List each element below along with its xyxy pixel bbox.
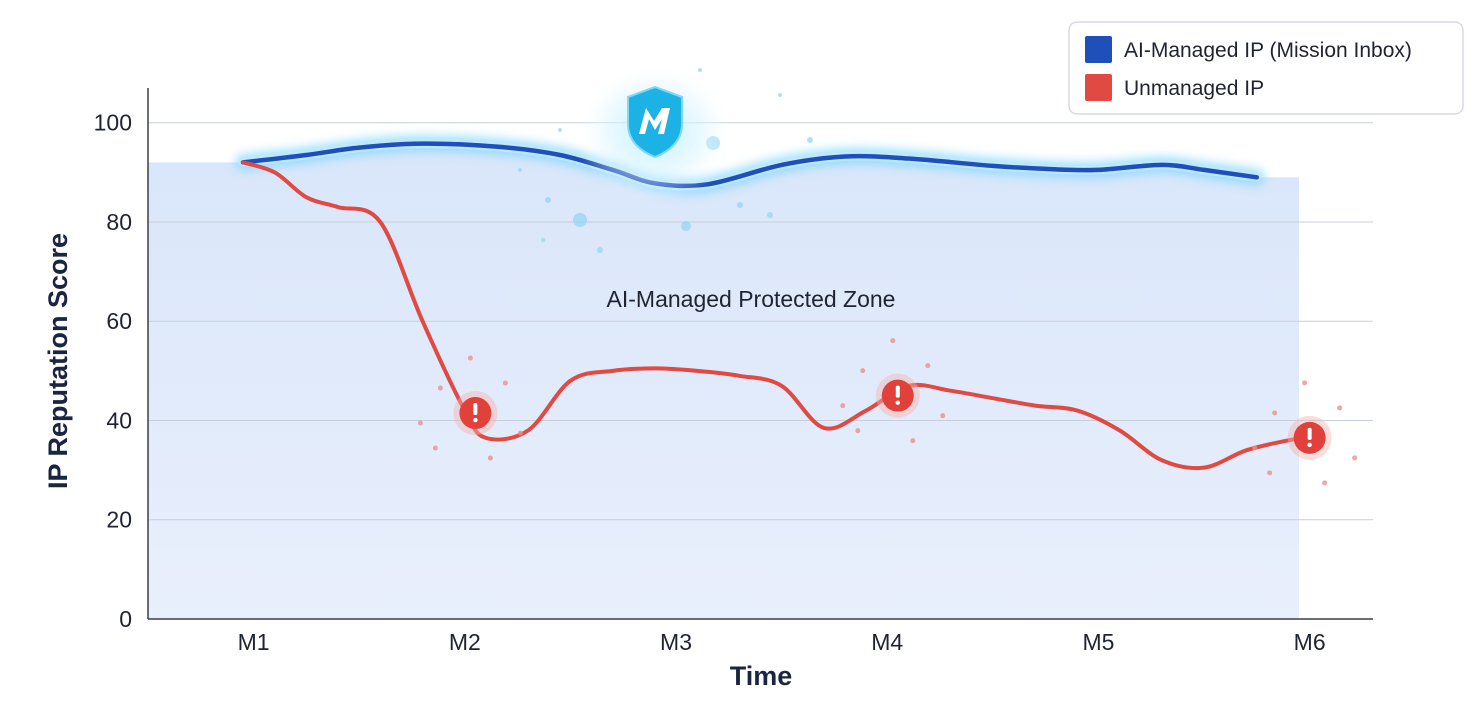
alert-exclamation-bar [473,403,478,416]
alert-spark [1337,405,1343,411]
brand-mark-icon [639,108,670,134]
x-tick-label: M6 [1294,629,1326,655]
x-tick-label: M2 [449,629,481,655]
x-tick-label: M1 [238,629,270,655]
y-tick-label: 40 [106,407,132,433]
alert-spark [1352,455,1358,461]
alert-marker [417,355,523,461]
series-line-ai-managed [240,141,1260,189]
sparkle [545,197,551,203]
sparkle [807,137,813,143]
alert-spark [855,428,861,434]
y-tick-label: 0 [119,606,132,632]
alert-spark [1302,380,1308,386]
alert-exclamation-dot [1307,442,1312,448]
alert-spark [940,413,946,419]
protected-zone-fill [148,143,1299,620]
alert-spark [1272,410,1278,416]
shield-decoration [575,62,735,202]
sparkle [737,202,743,208]
x-tick-label: M5 [1082,629,1114,655]
series-line-unmanaged [241,160,1312,471]
alert-marker [840,338,946,444]
alert-spark [432,445,438,451]
alert-spark [1267,470,1273,476]
sparkle [541,238,545,242]
legend: AI-Managed IP (Mission Inbox) Unmanaged … [1068,21,1464,115]
legend-box [1068,21,1464,115]
legend-swatch-unmanaged [1085,74,1112,101]
alert-spark [860,368,866,374]
y-tick-label: 80 [106,209,132,235]
alert-spark [437,385,443,391]
x-axis-title: Time [730,661,793,691]
legend-swatch-ai-managed [1085,36,1112,63]
alert-spark [1252,445,1258,451]
x-tick-label: M3 [660,629,692,655]
alert-spark [925,363,931,369]
alert-spark [467,355,473,361]
x-tick-label: M4 [871,629,903,655]
alert-exclamation-bar [895,385,900,398]
y-tick-label: 100 [94,110,132,136]
alert-spark [417,420,423,426]
legend-label-unmanaged: Unmanaged IP [1124,77,1264,100]
zone-annotation: AI-Managed Protected Zone [607,286,896,312]
sparkle [597,247,603,253]
sparkle [558,128,562,132]
alert-spark [890,338,896,344]
y-axis-title: IP Reputation Score [43,233,73,489]
alert-marker [1252,380,1358,486]
sparkle [778,93,782,97]
alert-spark [487,455,493,461]
alert-spark [910,438,916,444]
alert-spark [840,403,846,409]
alert-exclamation-dot [473,417,478,423]
alert-exclamation-dot [895,400,900,405]
alert-exclamation-bar [1307,427,1312,440]
y-tick-label: 20 [106,507,132,533]
alert-spark [1322,480,1328,486]
alert-spark [502,380,508,386]
legend-label-ai-managed: AI-Managed IP (Mission Inbox) [1124,39,1412,62]
sparkle [698,68,702,72]
y-tick-label: 60 [106,308,132,334]
sparkle [767,212,773,218]
sparkle [573,213,587,227]
sparkle [518,168,522,172]
sparkle [681,221,691,231]
alert-spark [517,430,523,436]
